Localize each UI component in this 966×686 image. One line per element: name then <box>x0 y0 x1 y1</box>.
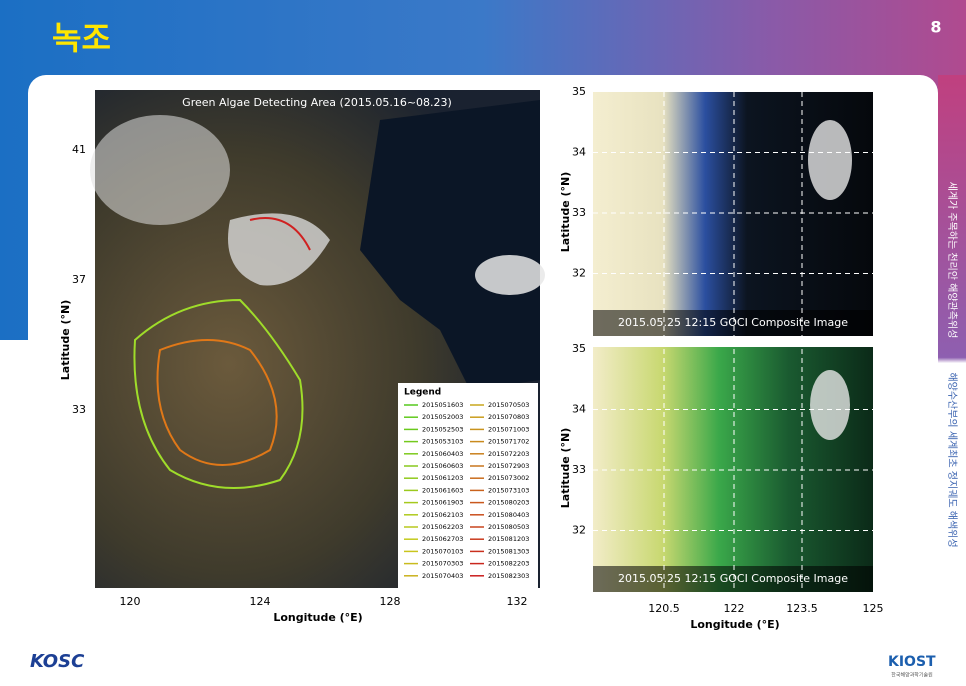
legend-label: 2015060403 <box>422 450 463 458</box>
slide-title: 녹조 <box>52 19 111 57</box>
image-caption: 2015.05.25 12:15 GOCI Composite Image <box>618 316 848 329</box>
right-panel-top <box>593 92 873 336</box>
legend-label: 2015080503 <box>488 523 529 531</box>
legend-label: 2015080203 <box>488 499 529 507</box>
legend-label: 2015061903 <box>422 499 463 507</box>
legend-label: 2015070503 <box>488 401 529 409</box>
x-tick-label: 132 <box>507 595 528 608</box>
legend-label: 2015062203 <box>422 523 463 531</box>
y-tick-label: 35 <box>572 85 586 98</box>
x-tick-label: 123.5 <box>786 602 818 615</box>
legend-label: 2015061203 <box>422 474 463 482</box>
image-caption: 2015.05.25 12:15 GOCI Composite Image <box>618 572 848 585</box>
page-number: 8 <box>930 18 941 37</box>
y-tick-label: 33 <box>572 463 586 476</box>
legend-label: 2015082203 <box>488 560 529 568</box>
y-tick-label: 37 <box>72 273 86 286</box>
y-axis-label: Latitude (°N) <box>559 428 572 508</box>
legend-label: 2015060603 <box>422 462 463 470</box>
y-axis-label: Latitude (°N) <box>59 300 72 380</box>
legend-label: 2015080403 <box>488 511 529 519</box>
legend-label: 2015070303 <box>422 560 463 568</box>
legend-label: 2015052003 <box>422 413 463 421</box>
legend-label: 2015082303 <box>488 572 529 580</box>
legend-label: 2015071003 <box>488 425 529 433</box>
x-tick-label: 120.5 <box>648 602 680 615</box>
y-tick-label: 33 <box>72 403 86 416</box>
x-axis-label: Longitude (°E) <box>273 611 362 624</box>
legend-label: 2015071702 <box>488 438 529 446</box>
legend-label: 2015053103 <box>422 438 463 446</box>
y-tick-label: 41 <box>72 143 86 156</box>
y-axis-label: Latitude (°N) <box>559 172 572 252</box>
side-text: 해양수산부의 세계최초 정지궤도 해색위성 <box>946 372 959 547</box>
legend-label: 2015062103 <box>422 511 463 519</box>
y-tick-label: 32 <box>572 267 586 280</box>
side-strip <box>938 75 966 640</box>
kiost-subtitle: 한국해양과학기술원 <box>891 672 933 679</box>
side-text: 세계가 주목하는 천리안 해양관측위성 <box>946 182 959 339</box>
legend-box <box>398 383 538 588</box>
legend-label: 2015061603 <box>422 486 463 494</box>
kosc-logo: KOSC <box>30 651 85 672</box>
legend-label: 2015070403 <box>422 572 463 580</box>
legend-label: 2015070103 <box>422 547 463 555</box>
legend-label: 2015072203 <box>488 450 529 458</box>
y-tick-label: 34 <box>572 146 586 159</box>
legend-label: 2015073103 <box>488 486 529 494</box>
x-tick-label: 122 <box>724 602 745 615</box>
x-axis-label: Longitude (°E) <box>690 618 779 631</box>
x-tick-label: 120 <box>120 595 141 608</box>
map-title: Green Algae Detecting Area (2015.05.16~0… <box>182 96 452 109</box>
left-map: Green Algae Detecting Area (2015.05.16~0… <box>90 90 545 588</box>
legend-label: 2015070803 <box>488 413 529 421</box>
legend-label: 2015062703 <box>422 535 463 543</box>
legend-label: 2015072903 <box>488 462 529 470</box>
legend-title: Legend <box>404 388 441 398</box>
kiost-logo: KIOST <box>888 654 936 670</box>
legend-label: 2015051603 <box>422 401 463 409</box>
x-tick-label: 125 <box>863 602 884 615</box>
y-tick-label: 34 <box>572 403 586 416</box>
legend-label: 2015081303 <box>488 547 529 555</box>
legend-label: 2015081203 <box>488 535 529 543</box>
x-tick-label: 128 <box>380 595 401 608</box>
legend-label: 2015052503 <box>422 425 463 433</box>
legend-label: 2015073002 <box>488 474 529 482</box>
x-tick-label: 124 <box>250 595 271 608</box>
y-tick-label: 32 <box>572 524 586 537</box>
y-tick-label: 33 <box>572 206 586 219</box>
y-tick-label: 35 <box>572 342 586 355</box>
